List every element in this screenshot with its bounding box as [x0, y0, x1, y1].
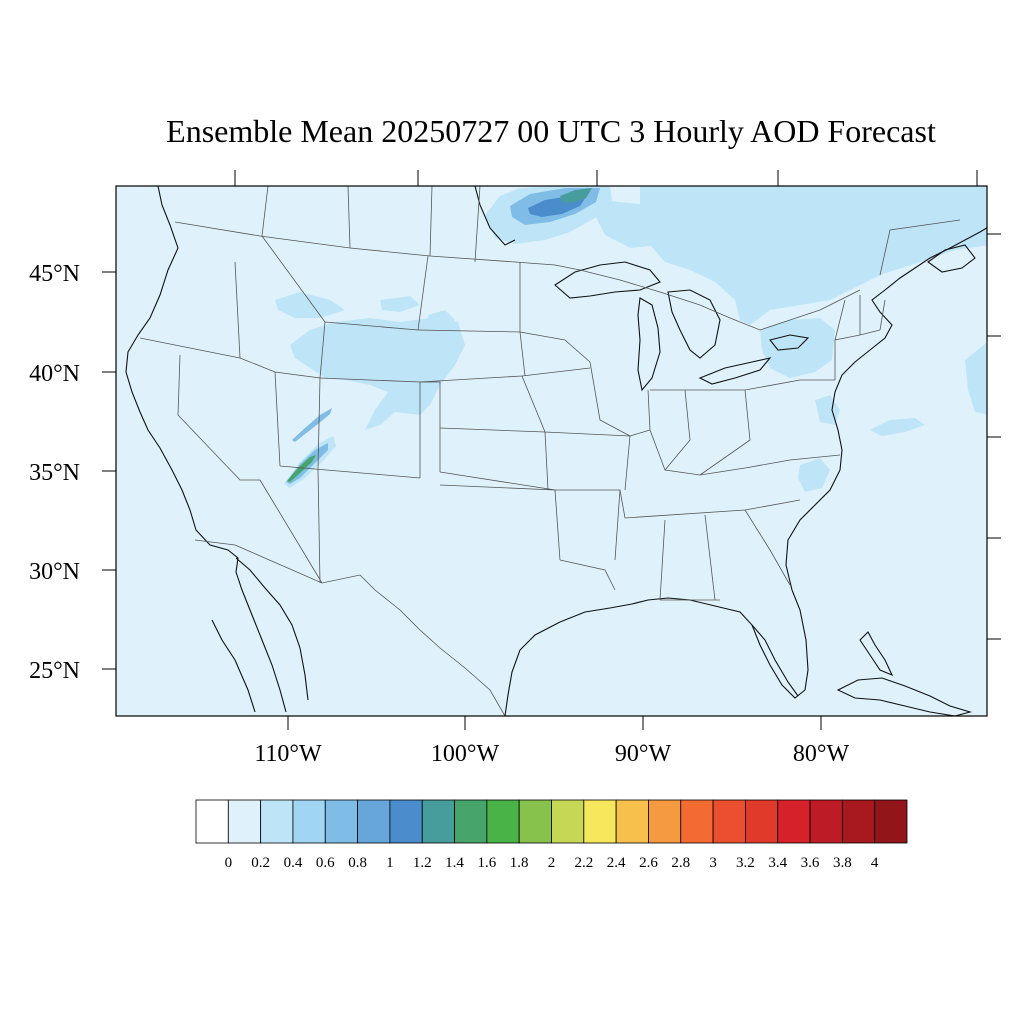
state-lines-northeast [834, 295, 886, 380]
lon-label: 100°W [431, 741, 500, 767]
colorbar-label: 0 [225, 855, 233, 871]
aod-region-ontario [595, 200, 665, 248]
aod-region-az-streak-inner [287, 455, 316, 482]
colorbar-label: 2.2 [574, 855, 593, 871]
lake-ontario [769, 334, 810, 351]
lake-erie [698, 357, 772, 385]
colorbar-label: 3.8 [833, 855, 852, 871]
state-lines-east [589, 361, 841, 601]
lake-superior [554, 261, 661, 299]
colorbar-box [648, 799, 682, 844]
colorbar-box [615, 799, 649, 844]
map-title: Ensemble Mean 20250727 00 UTC 3 Hourly A… [166, 113, 936, 149]
colorbar-box [421, 799, 455, 844]
aod-region-montana [275, 292, 345, 318]
colorbar-label: 1.4 [445, 855, 464, 871]
colorbar-box [486, 799, 520, 844]
colorbar-box [324, 799, 358, 844]
west-coastline [125, 186, 287, 713]
lat-label: 25°N [29, 658, 80, 684]
colorbar-box [357, 799, 391, 844]
colorbar-box [680, 799, 714, 844]
hudson-bay-coast [474, 186, 516, 246]
colorbar-box [809, 799, 843, 844]
colorbar: 0 0.2 0.4 0.6 0.8 1 1.2 1.4 1.6 1.8 2 2.2 2.4 2.6 2.8 3… [195, 799, 908, 871]
aod-region-atlantic-east [965, 342, 987, 415]
colorbar-label: 3.6 [801, 855, 820, 871]
colorbar-box [260, 799, 294, 844]
colorbar-label: 1.8 [510, 855, 529, 871]
colorbar-label: 3 [709, 855, 717, 871]
lon-label: 80°W [793, 741, 850, 767]
colorbar-box [227, 799, 262, 844]
colorbar-label: 2.6 [639, 855, 658, 871]
colorbar-label: 1 [386, 855, 394, 871]
map-panel: 45°N 40°N 35°N 30°N 25°N 110°W 100°W 90°… [29, 170, 1001, 767]
colorbar-box [712, 799, 746, 844]
east-coastline [785, 227, 987, 591]
colorbar-box [777, 799, 811, 844]
lon-label: 110°W [254, 741, 322, 767]
colorbar-box [389, 799, 423, 844]
aod-region-quebec-top [860, 186, 987, 225]
geography-lines [125, 186, 987, 716]
gulf-of-california-coast [235, 557, 309, 701]
aod-region-montana-east [380, 296, 420, 312]
colorbar-box [195, 799, 229, 844]
colorbar-box [292, 799, 326, 844]
florida-outline [751, 624, 799, 697]
colorbar-label: 2 [548, 855, 556, 871]
colorbar-label: 1.2 [413, 855, 432, 871]
colorbar-label: 1.6 [477, 855, 496, 871]
mexico-west-coast [211, 619, 256, 713]
lake-huron [667, 289, 721, 359]
colorbar-box [874, 799, 908, 844]
colorbar-box [551, 799, 585, 844]
gulf-of-st-lawrence-islands [927, 244, 976, 273]
us-mexico-border [194, 539, 506, 716]
colorbar-label: 0.4 [284, 855, 303, 871]
colorbar-label: 2.8 [671, 855, 690, 871]
map-axes: 45°N 40°N 35°N 30°N 25°N 110°W 100°W 90°… [29, 170, 1001, 767]
colorbar-box [583, 799, 617, 844]
aod-region-manitoba-core [560, 188, 592, 203]
aod-region-atlantic-mid [870, 418, 925, 436]
bahamas-outline [859, 631, 894, 677]
colorbar-label: 0.2 [251, 855, 270, 871]
colorbar-label: 2.4 [607, 855, 626, 871]
us-canada-border [174, 221, 861, 331]
colorbar-box [454, 799, 488, 844]
lat-label: 30°N [29, 559, 80, 585]
province-lines [261, 186, 961, 276]
colorbar-box [518, 799, 552, 844]
colorbar-label: 3.4 [768, 855, 787, 871]
aod-region-dakota [428, 310, 455, 330]
colorbar-box [841, 799, 876, 844]
colorbar-label: 0.8 [348, 855, 367, 871]
lon-label: 90°W [615, 741, 672, 767]
colorbar-label: 3.2 [736, 855, 755, 871]
lat-label: 40°N [29, 361, 80, 387]
aod-region-utah-streak [292, 408, 332, 442]
lat-label: 45°N [29, 261, 80, 287]
gulf-coastline [504, 589, 809, 716]
state-borders [139, 186, 961, 716]
lake-michigan [637, 297, 661, 392]
map-frame [115, 185, 988, 717]
colorbar-box [745, 799, 779, 844]
aod-region-wyoming [290, 318, 465, 430]
aod-region-carolina [798, 458, 830, 492]
aod-contours [275, 186, 987, 492]
colorbar-label: 4 [871, 855, 879, 871]
lat-label: 35°N [29, 460, 80, 486]
colorbar-label: 0.6 [316, 855, 335, 871]
cuba-outline [836, 677, 973, 716]
